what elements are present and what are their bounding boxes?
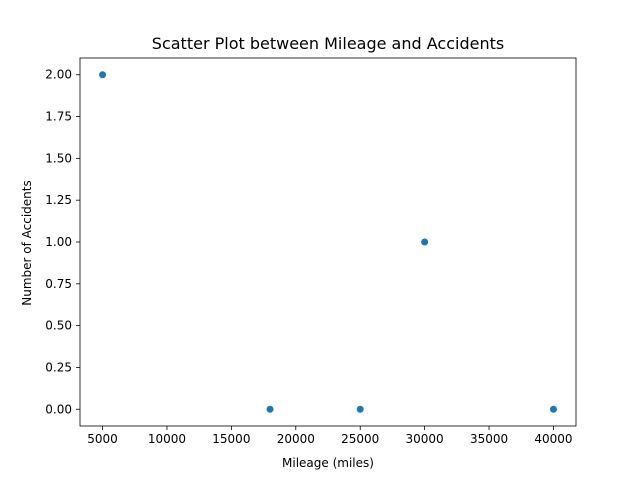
y-tick-label: 0.50 bbox=[45, 319, 72, 333]
x-axis-ticks: 5000 10000 15000 20000 25000 30000 35000 40000 bbox=[87, 426, 573, 446]
y-tick-label: 2.00 bbox=[45, 68, 72, 82]
x-tick-label: 25000 bbox=[341, 432, 379, 446]
y-tick-label: 1.75 bbox=[45, 110, 72, 124]
y-tick-label: 0.75 bbox=[45, 277, 72, 291]
x-tick-label: 40000 bbox=[534, 432, 572, 446]
y-tick-label: 1.00 bbox=[45, 235, 72, 249]
x-tick-label: 15000 bbox=[212, 432, 250, 446]
x-tick-label: 30000 bbox=[406, 432, 444, 446]
chart-title: Scatter Plot between Mileage and Acciden… bbox=[152, 34, 504, 53]
x-axis-label: Mileage (miles) bbox=[282, 456, 374, 470]
x-tick-label: 5000 bbox=[87, 432, 118, 446]
y-axis-label: Number of Accidents bbox=[20, 180, 34, 306]
data-point bbox=[549, 405, 557, 413]
data-point bbox=[356, 405, 364, 413]
data-point bbox=[266, 405, 274, 413]
data-points bbox=[99, 71, 557, 413]
x-tick-label: 35000 bbox=[470, 432, 508, 446]
y-tick-label: 1.25 bbox=[45, 193, 72, 207]
x-tick-label: 10000 bbox=[148, 432, 186, 446]
y-tick-label: 0.25 bbox=[45, 360, 72, 374]
y-tick-label: 0.00 bbox=[45, 402, 72, 416]
data-point bbox=[421, 238, 429, 246]
data-point bbox=[99, 71, 107, 79]
y-axis-ticks: 0.00 0.25 0.50 0.75 1.00 1.25 1.50 1.75 2.00 bbox=[45, 68, 80, 416]
x-tick-label: 20000 bbox=[277, 432, 315, 446]
y-tick-label: 1.50 bbox=[45, 151, 72, 165]
